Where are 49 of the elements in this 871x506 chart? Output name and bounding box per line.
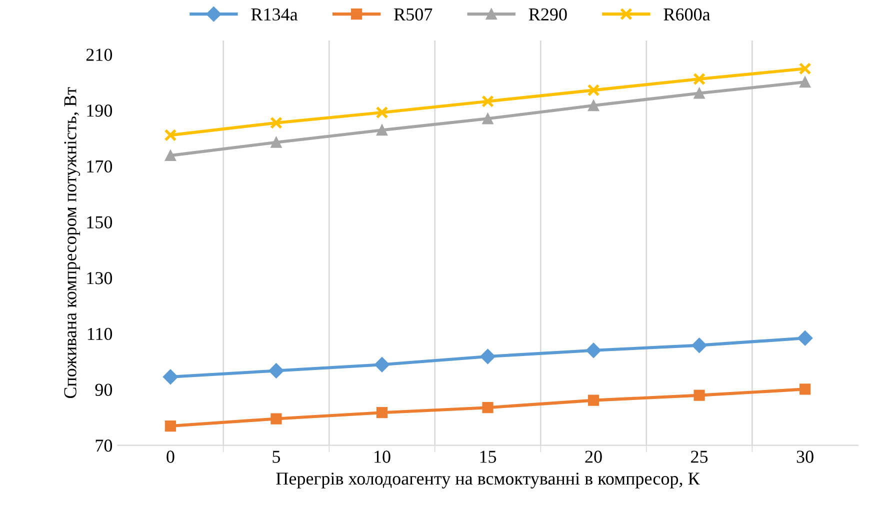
point bbox=[587, 84, 600, 96]
point bbox=[588, 100, 600, 112]
x-tick-label: 30 bbox=[796, 450, 814, 463]
point bbox=[376, 106, 388, 119]
point bbox=[482, 113, 494, 124]
y-tick-label: 70 bbox=[96, 440, 112, 452]
y-axis-title: Споживана компресором потужність, Вт bbox=[64, 87, 80, 398]
point bbox=[586, 342, 602, 358]
point bbox=[376, 407, 388, 418]
x-tick-label: 5 bbox=[272, 450, 280, 463]
point bbox=[798, 62, 812, 75]
point bbox=[693, 72, 706, 86]
legend-label: R290 bbox=[528, 8, 567, 21]
legend-label: R507 bbox=[394, 8, 432, 21]
point bbox=[268, 363, 284, 378]
y-tick-label: 170 bbox=[87, 160, 112, 173]
y-tick-label: 190 bbox=[87, 104, 112, 117]
legend-label: R600a bbox=[664, 8, 710, 21]
point bbox=[164, 420, 176, 432]
x-axis-title: Перегрів холодоагенту на всмоктуванні в компресор, К bbox=[276, 472, 700, 488]
point bbox=[480, 348, 496, 364]
point bbox=[482, 95, 494, 108]
point bbox=[270, 136, 282, 148]
point bbox=[164, 128, 177, 142]
y-tick-label: 110 bbox=[88, 328, 112, 340]
point bbox=[164, 150, 176, 162]
point bbox=[376, 124, 388, 136]
point bbox=[482, 402, 494, 414]
point bbox=[692, 338, 707, 353]
x-tick-label: 15 bbox=[480, 450, 496, 463]
point bbox=[588, 394, 600, 406]
point bbox=[799, 384, 811, 395]
y-tick-label: 90 bbox=[95, 384, 112, 396]
x-tick-label: 20 bbox=[585, 450, 602, 463]
point bbox=[162, 369, 178, 384]
legend-label: R134a bbox=[251, 8, 298, 21]
x-tick-label: 25 bbox=[691, 450, 708, 463]
y-tick-label: 150 bbox=[87, 216, 112, 228]
point bbox=[374, 357, 390, 372]
point bbox=[694, 390, 705, 401]
x-tick-label: 0 bbox=[166, 450, 174, 463]
y-tick-label: 130 bbox=[87, 272, 112, 284]
x-tick-label: 10 bbox=[374, 450, 390, 463]
point bbox=[270, 413, 282, 424]
point bbox=[270, 116, 282, 130]
y-tick-label: 210 bbox=[86, 48, 112, 61]
point bbox=[799, 76, 811, 88]
point bbox=[694, 88, 705, 99]
point bbox=[797, 330, 813, 346]
